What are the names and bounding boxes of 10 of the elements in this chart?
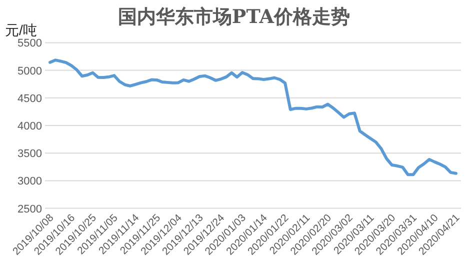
- line-series: [48, 58, 458, 176]
- chart-title: 国内华东市场PTA价格走势: [118, 6, 350, 28]
- y-axis-title: 元/吨: [5, 22, 37, 38]
- y-tick-label: 5000: [18, 65, 42, 78]
- y-tick-label: 3000: [18, 176, 42, 188]
- y-tick-label: 3500: [18, 148, 42, 160]
- y-tick-label: 5500: [18, 38, 42, 50]
- y-tick-label: 4500: [18, 92, 42, 105]
- y-tick-label: 2500: [18, 203, 42, 216]
- y-tick-label: 4000: [18, 120, 42, 132]
